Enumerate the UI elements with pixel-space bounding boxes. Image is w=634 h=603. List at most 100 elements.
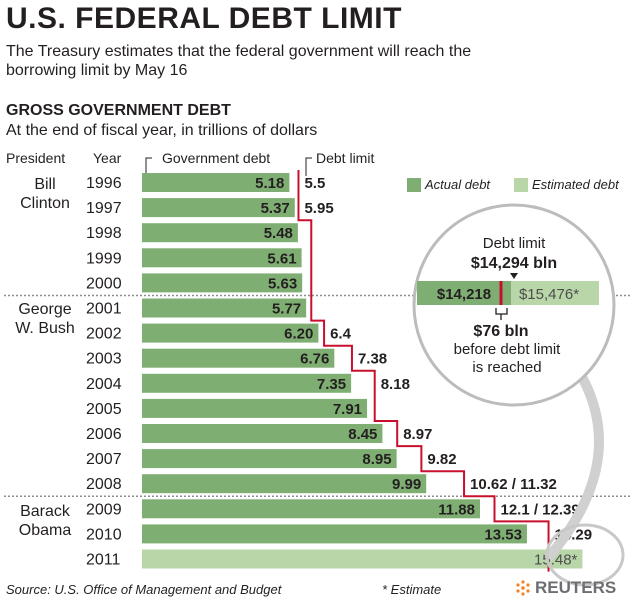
year-label: 1997 [86, 200, 122, 217]
debt-bar [142, 524, 527, 544]
debt-value-label: 15.48* [534, 552, 578, 569]
callout-estimated-value: $15,476* [519, 286, 579, 303]
section-subtitle: At the end of fiscal year, in trillions … [6, 122, 318, 139]
callout-limit-value: $14,294 bln [471, 255, 557, 272]
column-header-president: President [6, 150, 66, 166]
debt-bar [142, 398, 368, 418]
debt-limit-leader [305, 157, 312, 176]
legend-estimated-label: Estimated debt [532, 177, 619, 192]
year-label: 2005 [86, 401, 122, 418]
year-label: 1999 [86, 250, 122, 267]
year-label: 2001 [86, 301, 122, 318]
debt-value-label: 8.45 [348, 426, 377, 443]
callout-pointer-icon [510, 273, 518, 279]
president-bush-line1: George [18, 301, 72, 318]
debt-limit-label: 10.62 / 11.32 [470, 476, 557, 493]
year-label: 2007 [86, 451, 122, 468]
debt-limit-label: 5.5 [304, 175, 325, 192]
debt-value-label: 7.91 [333, 401, 362, 418]
year-label: 2000 [86, 275, 122, 292]
debt-bar [142, 549, 583, 569]
reuters-logo: REUTERS [515, 578, 616, 598]
debt-limit-label: 9.82 [427, 451, 456, 468]
debt-bar [142, 348, 335, 368]
column-header-debt-limit: Debt limit [316, 150, 375, 166]
callout-circle: Debt limit $14,294 bln $14,218 $15,476* … [412, 203, 625, 587]
debt-value-label: 9.99 [392, 476, 421, 493]
debt-limit-label: 5.95 [304, 200, 333, 217]
year-label: 1998 [86, 225, 122, 242]
year-label: 2006 [86, 426, 122, 443]
year-label: 2002 [86, 326, 122, 343]
debt-value-label: 5.48 [264, 225, 293, 242]
callout-actual-value: $14,218 [437, 286, 491, 303]
year-label: 2010 [86, 526, 122, 543]
president-clinton-line2: Clinton [20, 195, 70, 212]
callout-target-ring [545, 523, 625, 587]
year-label: 2004 [86, 376, 122, 393]
president-obama-line2: Obama [18, 522, 72, 539]
column-header-government-debt: Government debt [162, 150, 271, 166]
debt-bar [142, 373, 352, 393]
government-debt-leader [145, 157, 152, 176]
callout-gap-value: $76 bln [473, 323, 528, 340]
debt-value-label: 8.95 [362, 451, 391, 468]
chart-title: U.S. FEDERAL DEBT LIMIT [6, 2, 402, 35]
chart-subtitle: The Treasury estimates that the federal … [6, 43, 472, 79]
debt-bar [142, 273, 303, 293]
reuters-brand: REUTERS [535, 578, 617, 597]
debt-bar [142, 198, 295, 218]
year-label: 2011 [86, 552, 121, 569]
callout-gap-bracket-icon [495, 308, 508, 320]
debt-value-label: 7.35 [317, 376, 346, 393]
callout-estimated-bar [511, 281, 599, 305]
debt-bar [142, 298, 307, 318]
debt-limit-label: 12.1 / 12.39 [500, 501, 579, 518]
legend-actual: Actual debt [407, 177, 490, 192]
president-clinton: Bill Clinton [10, 175, 80, 213]
debt-limit-label: 7.38 [358, 351, 387, 368]
president-bush-line2: W. Bush [15, 320, 75, 337]
debt-value-label: 5.37 [261, 200, 290, 217]
section-title: GROSS GOVERNMENT DEBT [6, 102, 231, 119]
debt-value-label: 6.20 [284, 326, 313, 343]
debt-value-label: 5.61 [267, 250, 296, 267]
footer-source: Source: U.S. Office of Management and Bu… [6, 582, 282, 597]
footer-note: * Estimate [382, 582, 442, 597]
debt-bar [142, 323, 319, 343]
callout-actual-bar [417, 281, 511, 305]
callout-gap-text-1: before debt limit [454, 341, 562, 358]
president-clinton-line1: Bill [34, 176, 56, 193]
year-label: 2008 [86, 476, 122, 493]
debt-value-label: 6.76 [300, 351, 329, 368]
legend-actual-label: Actual debt [425, 177, 491, 192]
year-label: 1996 [86, 175, 122, 192]
president-bush: George W. Bush [10, 300, 80, 338]
debt-value-label: 5.18 [255, 175, 284, 192]
debt-bar [142, 173, 290, 192]
debt-bar [142, 424, 383, 443]
debt-value-label: 13.53 [484, 526, 522, 543]
debt-bar [142, 449, 397, 469]
debt-bar [142, 499, 480, 519]
legend-actual-swatch [407, 177, 421, 192]
callout-gap-text-2: is reached [472, 359, 541, 376]
callout-header: Debt limit [483, 235, 546, 252]
debt-limit-label: 8.97 [403, 426, 432, 443]
debt-bar [142, 474, 427, 494]
debt-limit-label: 8.18 [381, 376, 410, 393]
debt-bar [142, 248, 302, 268]
legend-estimated: Estimated debt [514, 177, 619, 192]
legend-estimated-swatch [514, 177, 528, 192]
reuters-dots-icon [516, 580, 530, 596]
president-obama: Barack Obama [10, 502, 80, 540]
debt-limit-label: 6.4 [330, 326, 352, 343]
debt-limit-line [297, 170, 550, 572]
debt-value-label: 11.88 [438, 501, 475, 518]
president-obama-line1: Barack [20, 503, 70, 520]
debt-value-label: 5.77 [272, 301, 301, 318]
year-label: 2009 [86, 501, 122, 518]
year-label: 2003 [86, 351, 122, 368]
debt-value-label: 5.63 [268, 275, 297, 292]
